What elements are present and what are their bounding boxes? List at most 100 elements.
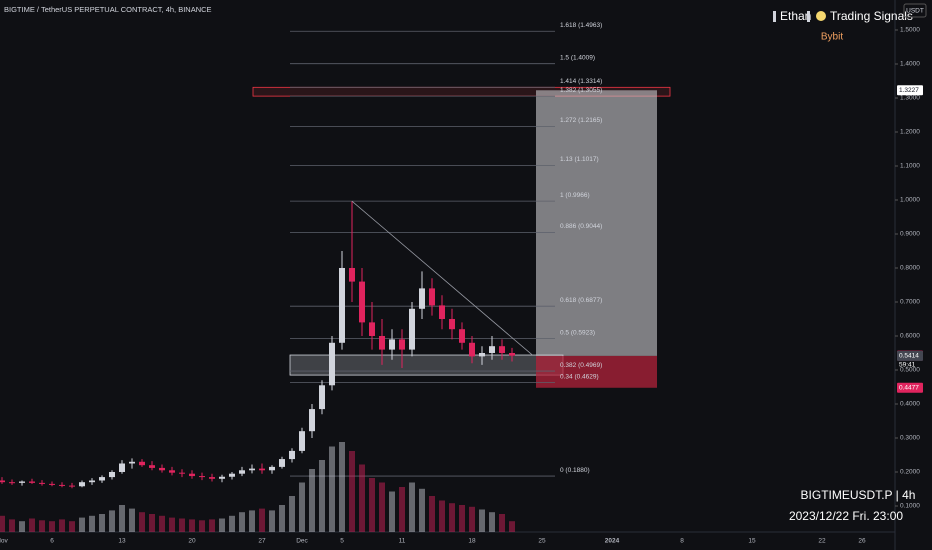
currency: USDT: [906, 8, 924, 15]
y-tick-label: 1.1000: [900, 163, 920, 170]
candle-body: [449, 318, 455, 330]
y-tick-label: 1.0000: [900, 197, 920, 204]
candle-body: [0, 480, 5, 483]
candle-body: [169, 470, 175, 473]
volume-bar: [199, 520, 205, 532]
volume-bar: [9, 519, 15, 532]
volume-bar: [69, 521, 75, 532]
y-tick-label: 0.8000: [900, 265, 920, 272]
candle-body: [489, 346, 495, 353]
volume-bar: [229, 515, 235, 532]
candle-body: [329, 342, 335, 386]
volume-bar: [429, 496, 435, 532]
candle-body: [339, 267, 345, 343]
candle-body: [369, 322, 375, 336]
x-tick-label: Nov: [0, 538, 9, 545]
candle-body: [219, 476, 225, 479]
fib-label: 1.618 (1.4963): [560, 22, 602, 29]
brand: Ethan: [780, 9, 811, 23]
volume-bar: [479, 509, 485, 532]
volume-bar: [389, 491, 395, 532]
volume-bar: [449, 503, 455, 532]
volume-bar: [19, 521, 25, 532]
target-label: 1.3227: [899, 87, 919, 94]
fib-label: 1.414 (1.3314): [560, 78, 602, 85]
volume-bar: [359, 464, 365, 532]
volume-bar: [399, 487, 405, 532]
candle-body: [419, 288, 425, 309]
candle-body: [239, 470, 245, 474]
fib-label: 0.382 (0.4969): [560, 362, 602, 369]
exchange: Bybit: [821, 32, 843, 43]
candle-body: [259, 468, 265, 471]
volume-bar: [269, 510, 275, 532]
candle-body: [9, 482, 15, 484]
volume-bar: [339, 442, 345, 532]
y-tick-label: 0.5000: [900, 367, 920, 374]
volume-bar: [349, 451, 355, 532]
candle-body: [189, 473, 195, 477]
y-tick-label: 0.2000: [900, 469, 920, 476]
volume-bar: [499, 514, 505, 532]
volume-bar: [209, 519, 215, 532]
candle-body: [409, 308, 415, 350]
candle-body: [229, 473, 235, 477]
volume-bar: [299, 482, 305, 532]
fib-label: 1.13 (1.1017): [560, 156, 599, 163]
candle-body: [29, 481, 35, 483]
volume-bar: [189, 519, 195, 532]
x-tick-label: 20: [188, 538, 196, 545]
volume-bar: [439, 500, 445, 532]
fib-label: 0.34 (0.4629): [560, 373, 599, 380]
candle-body: [199, 476, 205, 478]
candle-body: [499, 346, 505, 353]
candle-body: [309, 409, 315, 432]
brand-bar: [807, 11, 810, 22]
x-tick-label: 8: [680, 538, 684, 545]
volume-bar: [289, 496, 295, 532]
candle-body: [19, 481, 25, 483]
candle-body: [399, 339, 405, 350]
y-tick-label: 0.3000: [900, 435, 920, 442]
trendline: [351, 200, 533, 355]
volume-bar: [509, 521, 515, 532]
candle-body: [299, 431, 305, 451]
fib-label: 0.886 (0.9044): [560, 223, 602, 230]
symbol: BIGTIMEUSDT.P | 4h: [801, 488, 916, 502]
candle-body: [389, 339, 395, 350]
volume-bar: [179, 518, 185, 532]
candle-body: [49, 483, 55, 485]
countdown: 59:41: [899, 361, 916, 368]
entry-label: 0.5414: [899, 353, 919, 360]
candle-body: [509, 352, 515, 356]
volume-bar: [329, 446, 335, 532]
candle-body: [439, 305, 445, 319]
candle-body: [109, 471, 115, 478]
candle-body: [279, 459, 285, 467]
volume-bar: [239, 512, 245, 532]
y-tick-label: 1.4000: [900, 61, 920, 68]
volume-bar: [29, 518, 35, 532]
candle-body: [159, 467, 165, 471]
y-tick-label: 1.5000: [900, 27, 920, 34]
volume-bar: [139, 512, 145, 532]
volume-bar: [79, 517, 85, 532]
volume-bar: [469, 506, 475, 532]
candle-body: [319, 385, 325, 410]
y-tick-label: 0.1000: [900, 503, 920, 510]
fib-label: 1.272 (1.2165): [560, 117, 602, 124]
brand-subtitle: Trading Signals: [830, 9, 913, 23]
x-tick-label: 2024: [605, 538, 620, 545]
volume-bar: [149, 514, 155, 532]
volume-bar: [49, 521, 55, 532]
x-tick-label: 26: [858, 538, 866, 545]
volume-bar: [249, 510, 255, 532]
x-tick-label: 15: [748, 538, 756, 545]
candle-body: [179, 472, 185, 474]
volume-bar: [219, 518, 225, 532]
target-label-box: [897, 85, 923, 96]
fib-label: 0.5 (0.5923): [560, 329, 595, 336]
stop-label-box: [897, 382, 923, 393]
